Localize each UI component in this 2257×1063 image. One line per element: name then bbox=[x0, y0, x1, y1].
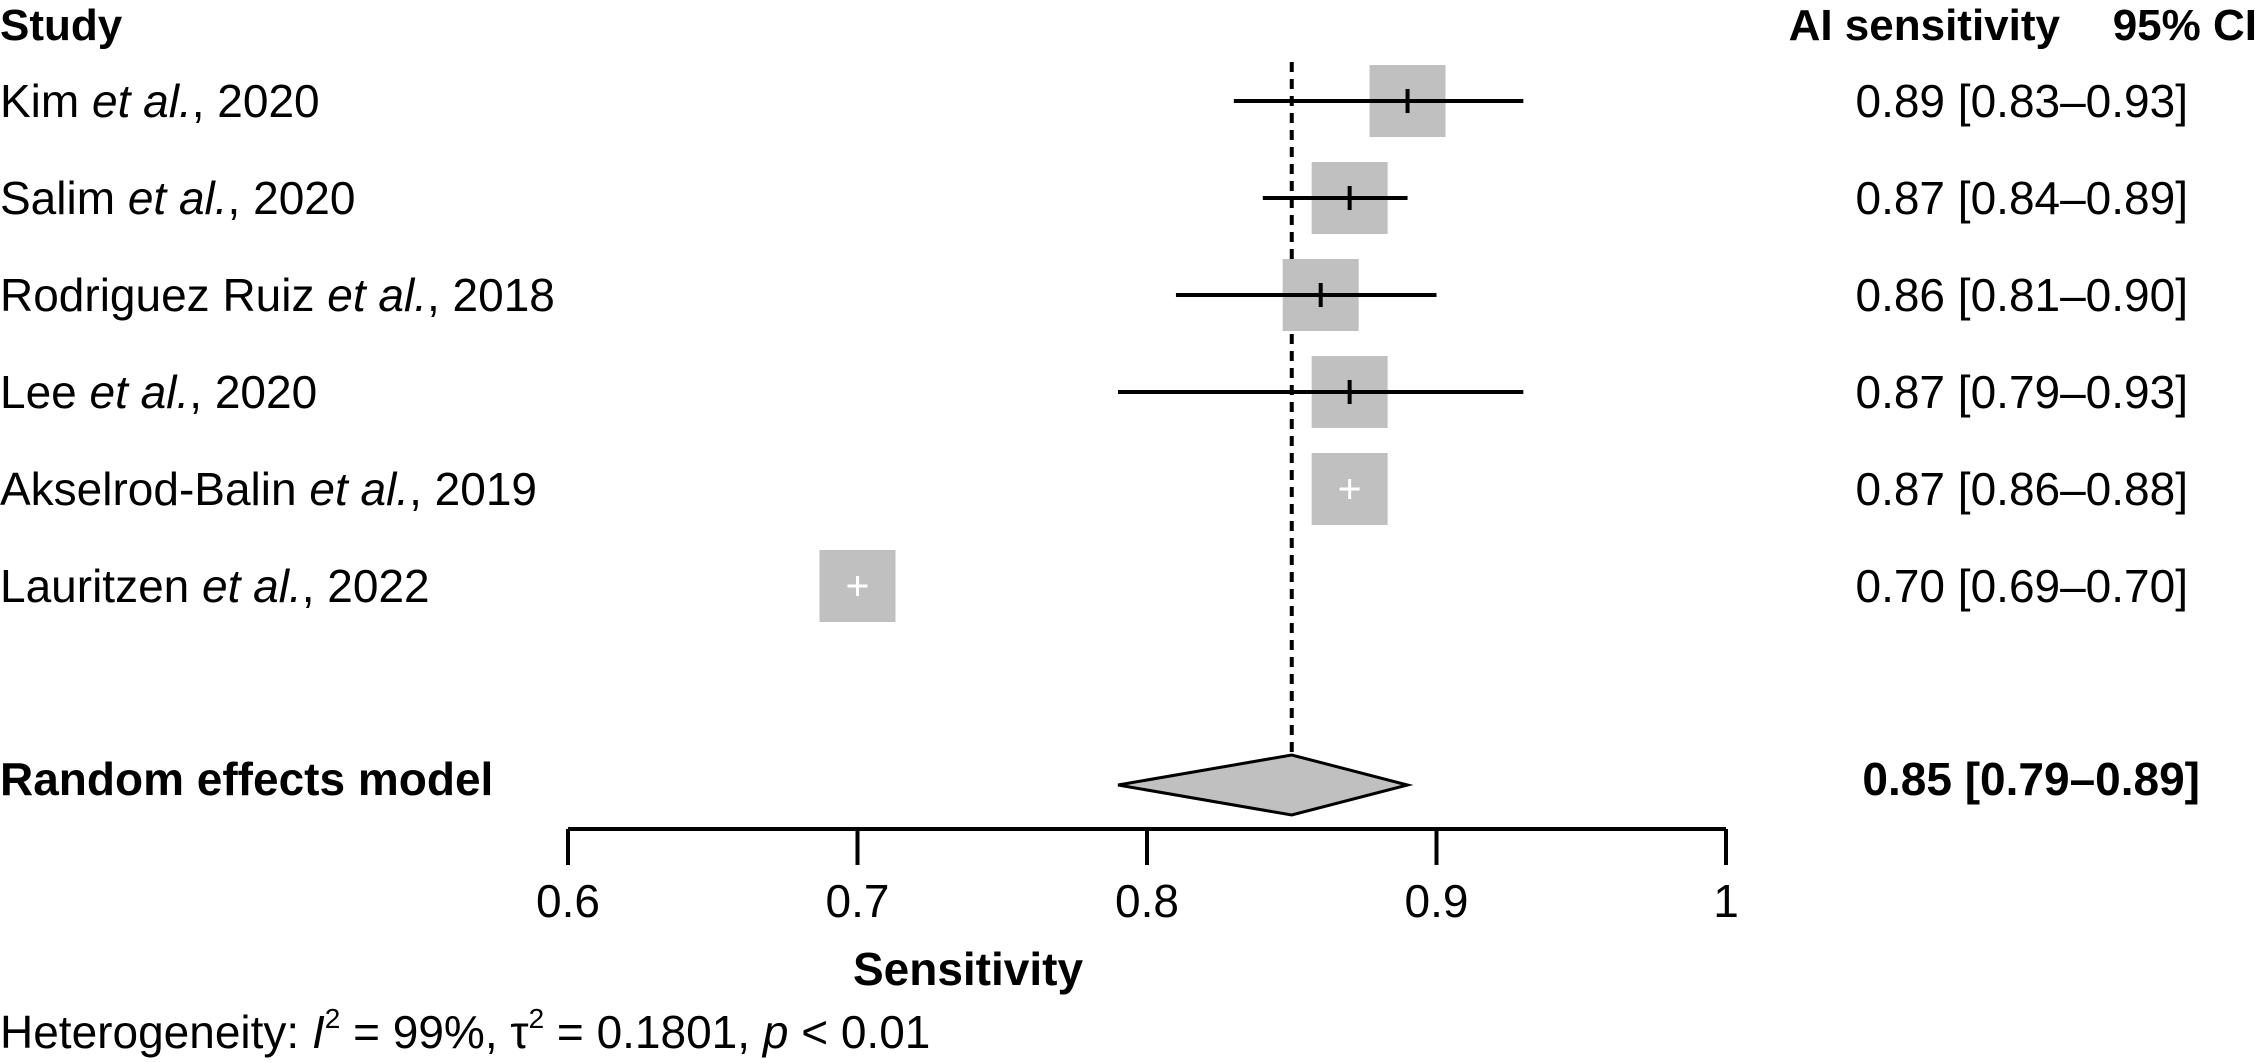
p-symbol: p bbox=[761, 1006, 789, 1058]
study-name: Rodriguez Ruiz bbox=[0, 269, 327, 321]
study-label: Kim et al., 2020 bbox=[0, 75, 320, 127]
study-value: 0.87 [0.79–0.93] bbox=[1855, 366, 2188, 418]
pooled-value: 0.85 [0.79–0.89] bbox=[1862, 753, 2200, 805]
study-name: Kim bbox=[0, 75, 92, 127]
header-ci: 95% CI bbox=[2113, 1, 2257, 50]
study-etal: et al. bbox=[92, 75, 192, 127]
study-value: 0.70 [0.69–0.70] bbox=[1855, 560, 2188, 612]
study-year: , 2022 bbox=[302, 560, 430, 612]
study-etal: et al. bbox=[90, 366, 190, 418]
study-label: Akselrod-Balin et al., 2019 bbox=[0, 463, 537, 515]
study-name: Lee bbox=[0, 366, 90, 418]
header-estimate: AI sensitivity bbox=[1789, 1, 2061, 50]
x-tick-label: 0.6 bbox=[536, 875, 600, 927]
study-name: Salim bbox=[0, 172, 128, 224]
i2-sup: 2 bbox=[325, 1003, 341, 1034]
tau-sup: 2 bbox=[529, 1003, 545, 1034]
study-year: , 2020 bbox=[228, 172, 356, 224]
study-etal: et al. bbox=[309, 463, 409, 515]
study-year: , 2020 bbox=[192, 75, 320, 127]
study-year: , 2019 bbox=[409, 463, 537, 515]
study-label: Lauritzen et al., 2022 bbox=[0, 560, 430, 612]
study-marks bbox=[819, 65, 1524, 622]
p-value: < 0.01 bbox=[788, 1006, 930, 1058]
heterogeneity-prefix: Heterogeneity: bbox=[0, 1006, 312, 1058]
tau-value: = 0.1801, bbox=[544, 1006, 763, 1058]
x-tick-label: 1 bbox=[1713, 875, 1739, 927]
x-tick-label: 0.9 bbox=[1405, 875, 1469, 927]
header-study: Study bbox=[0, 1, 123, 50]
pooled-diamond bbox=[1117, 753, 1414, 817]
heterogeneity-text: Heterogeneity: I2 = 99%, τ2 = 0.1801, p … bbox=[0, 1003, 930, 1058]
study-label: Salim et al., 2020 bbox=[0, 172, 355, 224]
study-etal: et al. bbox=[327, 269, 427, 321]
tau-symbol: τ bbox=[510, 1006, 528, 1058]
x-tick-label: 0.8 bbox=[1115, 875, 1179, 927]
study-label: Rodriguez Ruiz et al., 2018 bbox=[0, 269, 555, 321]
study-year: , 2018 bbox=[427, 269, 555, 321]
x-tick-label: 0.7 bbox=[826, 875, 890, 927]
study-label: Lee et al., 2020 bbox=[0, 366, 317, 418]
study-etal: et al. bbox=[202, 560, 302, 612]
study-name: Lauritzen bbox=[0, 560, 202, 612]
study-name: Akselrod-Balin bbox=[0, 463, 309, 515]
study-value: 0.89 [0.83–0.93] bbox=[1855, 75, 2188, 127]
study-etal: et al. bbox=[128, 172, 228, 224]
i2-value: = 99%, bbox=[340, 1006, 510, 1058]
study-year: , 2020 bbox=[189, 366, 317, 418]
x-axis-title: Sensitivity bbox=[853, 943, 1084, 995]
study-value: 0.87 [0.86–0.88] bbox=[1855, 463, 2188, 515]
study-values: 0.89 [0.83–0.93] 0.87 [0.84–0.89] 0.86 [0.… bbox=[1855, 75, 2188, 612]
x-ticks: 0.6 0.7 0.8 0.9 1 bbox=[536, 829, 1739, 927]
i2-symbol: I bbox=[312, 1006, 325, 1058]
study-value: 0.86 [0.81–0.90] bbox=[1855, 269, 2188, 321]
study-value: 0.87 [0.84–0.89] bbox=[1855, 172, 2188, 224]
pooled-label: Random effects model bbox=[0, 753, 493, 805]
